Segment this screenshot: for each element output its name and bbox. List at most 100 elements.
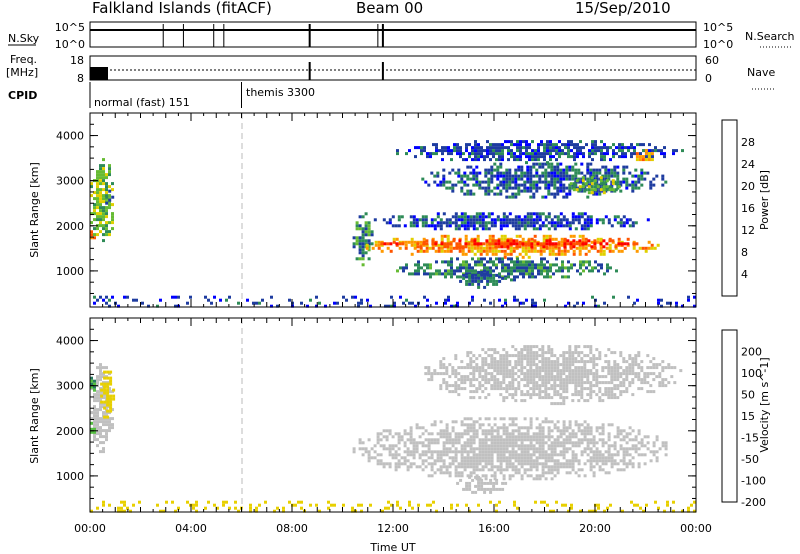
data-cell bbox=[93, 430, 96, 434]
data-cell bbox=[538, 429, 542, 433]
data-cell bbox=[469, 378, 473, 382]
data-cell bbox=[478, 215, 482, 219]
data-cell bbox=[439, 456, 443, 460]
data-cell bbox=[460, 221, 464, 225]
data-cell bbox=[471, 478, 475, 482]
data-cell bbox=[448, 390, 452, 394]
data-cell bbox=[514, 417, 518, 421]
data-cell bbox=[565, 221, 569, 225]
data-cell bbox=[441, 272, 444, 276]
data-cell bbox=[489, 276, 493, 280]
data-cell bbox=[459, 478, 463, 482]
data-cell bbox=[616, 396, 620, 400]
data-cell bbox=[234, 500, 237, 504]
data-cell bbox=[264, 500, 267, 504]
data-cell bbox=[315, 295, 318, 299]
data-cell bbox=[507, 158, 510, 162]
data-cell bbox=[667, 366, 671, 370]
data-cell bbox=[567, 155, 570, 159]
data-cell bbox=[499, 224, 503, 228]
data-cell bbox=[619, 189, 623, 193]
data-cell bbox=[498, 260, 501, 264]
data-cell bbox=[468, 273, 472, 277]
data-cell bbox=[397, 462, 401, 466]
data-cell bbox=[427, 183, 431, 187]
data-cell bbox=[566, 242, 570, 246]
data-cell bbox=[435, 146, 438, 150]
data-cell bbox=[93, 301, 96, 305]
data-cell bbox=[468, 143, 471, 147]
data-cell bbox=[531, 260, 534, 264]
data-cell bbox=[517, 453, 521, 457]
data-cell bbox=[472, 378, 476, 382]
data-cell bbox=[526, 375, 530, 379]
data-cell bbox=[216, 506, 219, 510]
data-cell bbox=[529, 468, 533, 472]
data-cell bbox=[548, 234, 552, 238]
data-cell bbox=[548, 239, 552, 243]
data-cell bbox=[580, 423, 584, 427]
data-cell bbox=[465, 503, 468, 507]
data-cell bbox=[109, 370, 113, 374]
data-cell bbox=[577, 381, 581, 385]
data-cell bbox=[558, 152, 561, 156]
data-cell bbox=[568, 435, 572, 439]
data-cell bbox=[628, 224, 632, 228]
data-cell bbox=[520, 399, 524, 403]
data-cell bbox=[607, 447, 611, 451]
data-cell bbox=[576, 155, 579, 159]
data-cell bbox=[538, 177, 542, 181]
data-cell bbox=[574, 378, 578, 382]
data-cell bbox=[445, 384, 449, 388]
data-cell bbox=[556, 192, 560, 196]
data-cell bbox=[490, 384, 494, 388]
data-cell bbox=[424, 459, 428, 463]
data-cell bbox=[526, 453, 530, 457]
data-cell bbox=[457, 215, 461, 219]
data-cell bbox=[655, 375, 659, 379]
data-cell bbox=[358, 227, 362, 231]
data-cell bbox=[638, 158, 642, 162]
data-cell bbox=[481, 357, 485, 361]
data-cell bbox=[571, 357, 575, 361]
data-cell bbox=[597, 503, 600, 507]
data-cell bbox=[614, 182, 618, 186]
data-cell bbox=[443, 234, 447, 238]
data-cell bbox=[493, 366, 497, 370]
data-cell bbox=[525, 155, 528, 159]
data-cell bbox=[102, 194, 105, 198]
data-cell bbox=[489, 143, 492, 147]
data-cell bbox=[500, 245, 504, 249]
data-cell bbox=[543, 146, 546, 150]
data-cell bbox=[570, 140, 573, 144]
data-cell bbox=[376, 435, 380, 439]
data-cell bbox=[439, 459, 443, 463]
data-cell bbox=[456, 143, 459, 147]
data-cell bbox=[630, 143, 633, 147]
data-cell bbox=[519, 263, 522, 267]
data-cell bbox=[613, 363, 617, 367]
data-cell bbox=[470, 243, 474, 247]
data-cell bbox=[586, 441, 590, 445]
data-cell bbox=[598, 351, 602, 355]
data-cell bbox=[544, 396, 548, 400]
data-cell bbox=[365, 246, 369, 250]
data-cell bbox=[162, 509, 165, 513]
data-cell bbox=[495, 487, 499, 491]
data-cell bbox=[664, 384, 668, 388]
data-cell bbox=[556, 215, 560, 219]
data-cell bbox=[587, 239, 591, 243]
data-cell bbox=[580, 429, 584, 433]
data-cell bbox=[481, 227, 485, 231]
data-cell bbox=[517, 462, 521, 466]
data-cell bbox=[489, 500, 492, 504]
data-cell bbox=[454, 387, 458, 391]
data-cell bbox=[96, 212, 99, 216]
data-cell bbox=[597, 304, 600, 308]
data-cell bbox=[99, 212, 102, 216]
data-cell bbox=[496, 183, 500, 187]
data-cell bbox=[361, 236, 365, 240]
data-cell bbox=[459, 275, 462, 279]
data-cell bbox=[499, 192, 503, 196]
data-cell bbox=[585, 266, 588, 270]
